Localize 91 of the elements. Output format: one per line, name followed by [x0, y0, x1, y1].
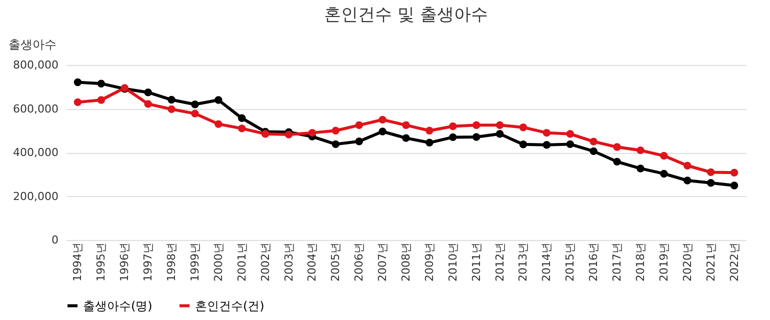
point: [426, 126, 434, 134]
point: [706, 179, 715, 187]
point: [542, 128, 551, 137]
x-tick-label: 2006년: [352, 242, 366, 282]
point: [168, 105, 176, 114]
point: [660, 170, 668, 178]
point: [261, 130, 270, 138]
x-tick-label: 2008년: [400, 242, 412, 282]
point: [144, 100, 152, 108]
x-tick-label: 1994년: [71, 242, 84, 282]
point: [238, 124, 246, 132]
x-tick-label: 2001년: [235, 242, 248, 282]
point: [613, 158, 621, 166]
point: [730, 168, 738, 176]
point: [542, 140, 551, 149]
point: [355, 121, 363, 130]
point: [144, 88, 152, 96]
x-tick-label: 2022년: [728, 242, 741, 282]
point: [566, 140, 574, 148]
legend-label: 혼인건수(건): [195, 298, 264, 313]
point: [613, 143, 621, 151]
point: [74, 98, 82, 106]
point: [684, 162, 692, 170]
x-tick-label: 2013년: [516, 242, 530, 282]
x-tick-label: 2010년: [446, 242, 460, 282]
x-tick-label: 2007년: [376, 242, 390, 282]
x-tick-label: 2021년: [704, 242, 718, 282]
legend-label: 출생아수(명): [83, 298, 152, 313]
x-tick-label: 2000년: [212, 242, 225, 282]
point: [378, 128, 386, 136]
point: [684, 176, 692, 184]
point: [566, 130, 574, 138]
point: [496, 130, 504, 138]
x-tick-label: 2005년: [329, 242, 342, 282]
y-axis-title: 출생아수: [8, 38, 56, 52]
point: [590, 147, 598, 156]
y-tick-label: 400,000: [13, 146, 58, 159]
x-tick-label: 2003년: [282, 242, 296, 282]
point: [214, 120, 222, 128]
point: [355, 137, 363, 146]
point: [74, 78, 82, 86]
point: [449, 122, 457, 130]
x-tick-label: 2002년: [258, 242, 272, 282]
y-tick-label: 0: [52, 234, 58, 246]
x-tick-label: 2012년: [493, 242, 506, 282]
point: [519, 140, 528, 148]
x-tick-label: 1997년: [142, 242, 155, 282]
point: [378, 116, 386, 124]
point: [496, 121, 504, 130]
point: [472, 133, 480, 141]
point: [590, 138, 598, 146]
x-tick-label: 2011년: [470, 242, 483, 282]
point: [402, 121, 410, 130]
x-tick-label: 1998년: [165, 242, 178, 282]
point: [97, 96, 106, 104]
point: [402, 134, 410, 142]
point: [660, 152, 668, 160]
x-tick-label: 2018년: [634, 242, 647, 282]
y-tick-label: 600,000: [13, 102, 58, 116]
chart-title: 혼인건수 및 출생아수: [324, 5, 488, 25]
x-tick-label: 1999년: [188, 242, 202, 282]
point: [308, 128, 316, 137]
point: [168, 96, 176, 104]
point: [472, 121, 480, 130]
y-tick-label: 800,000: [13, 58, 58, 72]
point: [519, 123, 528, 132]
point: [730, 182, 738, 190]
x-tick-label: 2014년: [540, 242, 554, 282]
point: [706, 168, 715, 176]
x-tick-label: 1995년: [94, 242, 108, 282]
x-tick-label: 2004년: [306, 242, 319, 282]
point: [426, 138, 434, 147]
point: [191, 110, 199, 118]
point: [97, 80, 106, 88]
point: [636, 164, 644, 172]
x-tick-label: 2017년: [610, 242, 624, 282]
point: [332, 140, 340, 148]
point: [332, 126, 340, 134]
x-tick-label: 2015년: [564, 242, 577, 282]
x-tick-label: 2019년: [657, 242, 670, 282]
point: [214, 96, 222, 104]
y-tick-label: 200,000: [13, 190, 58, 203]
x-tick-label: 2009년: [422, 242, 436, 282]
point: [636, 146, 644, 154]
point: [449, 133, 457, 142]
x-tick-label: 2016년: [587, 242, 600, 282]
point: [238, 114, 246, 122]
point: [284, 130, 293, 138]
x-tick-label: 1996년: [118, 242, 132, 282]
x-tick-label: 2020년: [680, 242, 694, 282]
point: [191, 100, 199, 108]
